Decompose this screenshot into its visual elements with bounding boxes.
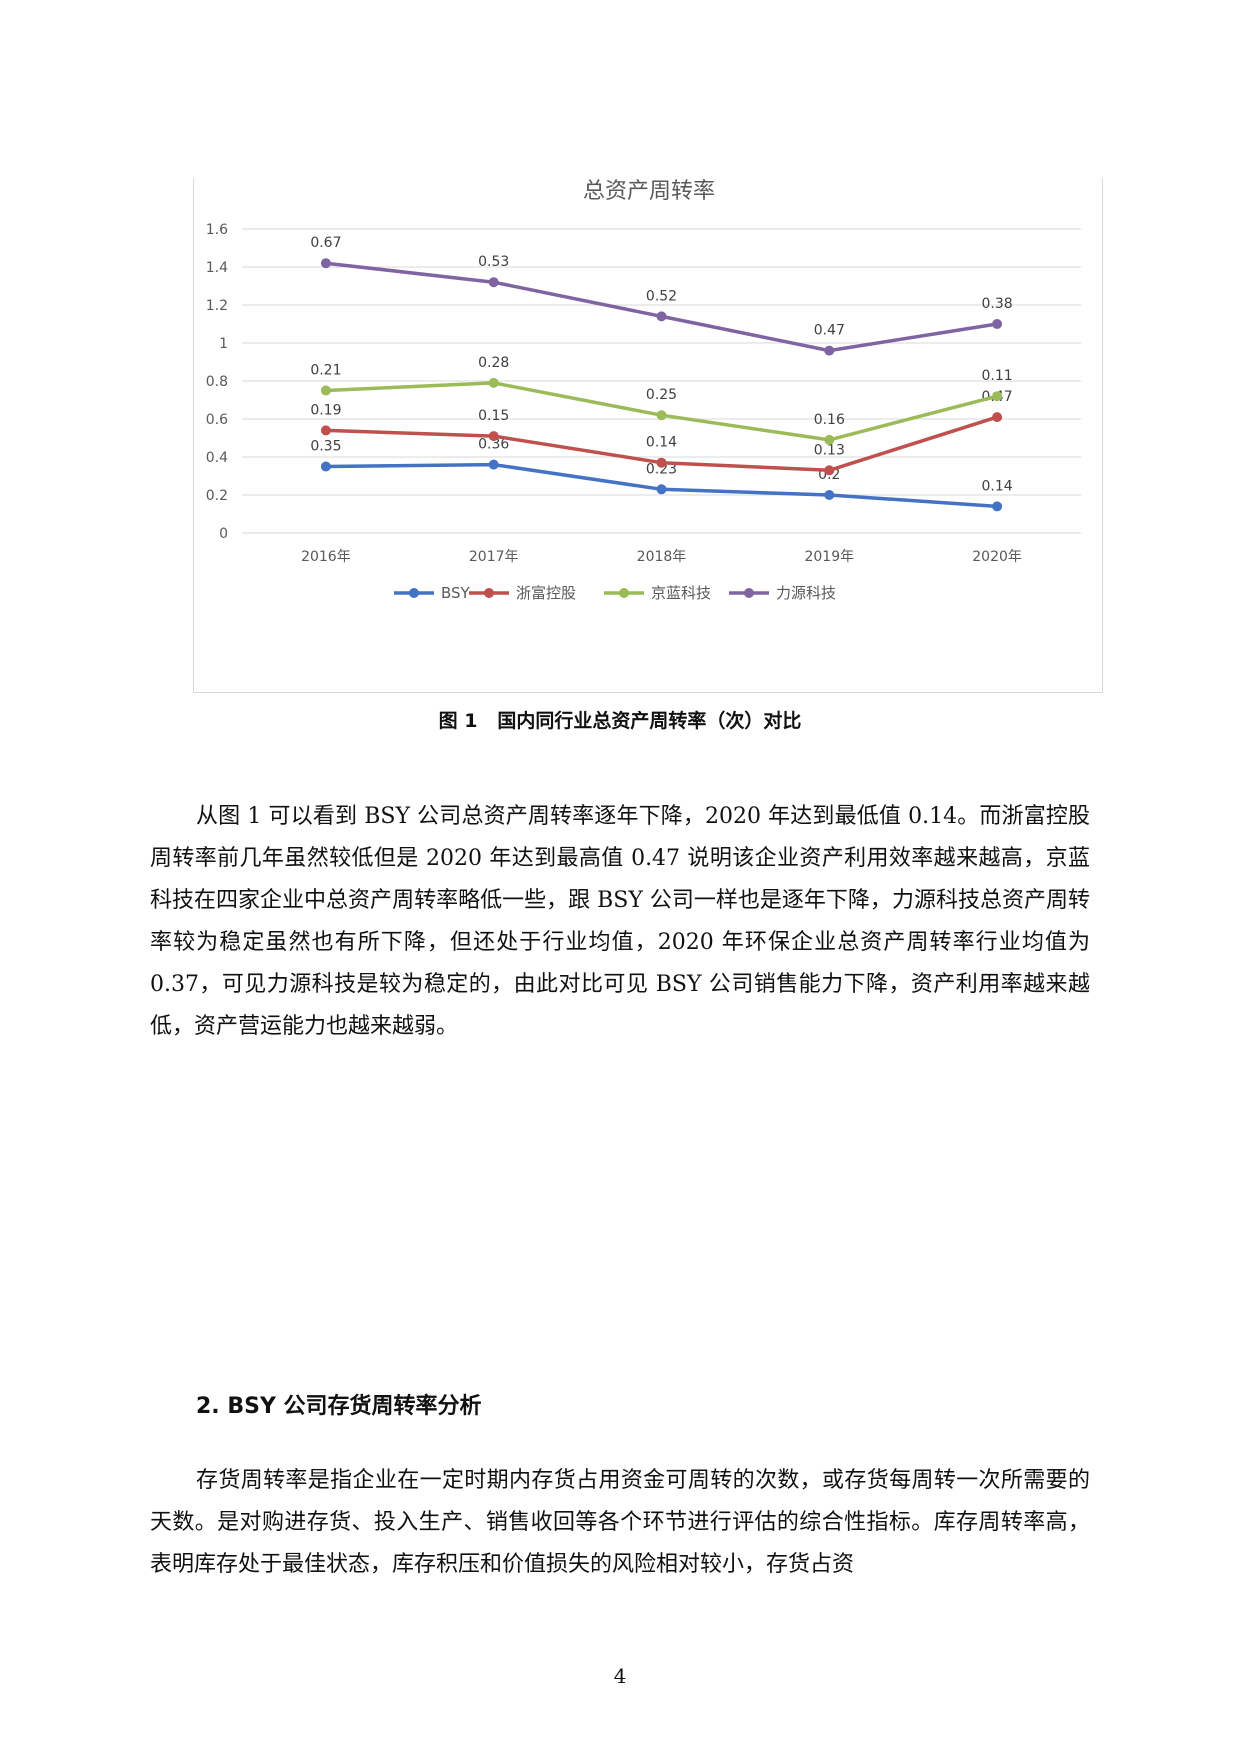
legend-marker xyxy=(619,588,629,598)
data-point xyxy=(656,484,667,495)
data-label: 0.38 xyxy=(982,296,1013,312)
data-label: 0.36 xyxy=(478,437,509,453)
data-point xyxy=(488,459,499,470)
body-paragraph-2: 存货周转率是指企业在一定时期内存货占用资金可周转的次数，或存货每周转一次所需要的… xyxy=(150,1468,1090,1577)
legend-marker xyxy=(484,588,494,598)
page-number: 4 xyxy=(613,1664,627,1688)
chart-container: 总资产周转率 0 0.2 0.4 0.6 0.8 1 1.2 1.4 1.6 2016年 2017年 2… xyxy=(193,178,1103,693)
y-tick-label: 1.2 xyxy=(206,298,228,314)
y-tick-label: 0.4 xyxy=(206,450,228,466)
data-label: 0.47 xyxy=(814,323,845,339)
data-point xyxy=(824,490,835,500)
data-point xyxy=(320,385,331,396)
section-heading: 2. BSY 公司存货周转率分析 xyxy=(196,1394,482,1419)
y-tick-label: 0.6 xyxy=(206,412,228,428)
data-label: 0.28 xyxy=(478,355,509,371)
legend-label: 力源科技 xyxy=(776,584,836,602)
data-label: 0.35 xyxy=(310,439,341,455)
data-point xyxy=(992,391,1003,402)
y-tick-label: 1.4 xyxy=(206,260,228,276)
data-point xyxy=(320,258,331,269)
data-label: 0.25 xyxy=(646,387,677,403)
data-point xyxy=(488,277,499,288)
data-label: 0.23 xyxy=(646,461,677,477)
data-point xyxy=(992,412,1003,423)
x-tick-label: 2017年 xyxy=(469,549,519,565)
data-label: 0.11 xyxy=(982,368,1013,384)
data-point xyxy=(320,461,331,472)
x-tick-label: 2018年 xyxy=(637,549,687,565)
data-point xyxy=(992,501,1003,512)
data-label: 0.14 xyxy=(646,435,677,451)
x-tick-label: 2020年 xyxy=(972,549,1022,565)
legend-marker xyxy=(744,588,754,598)
data-point xyxy=(488,377,499,388)
data-label: 0.21 xyxy=(310,363,341,379)
data-label: 0.14 xyxy=(982,478,1013,494)
data-point xyxy=(656,410,667,421)
y-tick-label: 1.6 xyxy=(206,222,228,238)
data-point xyxy=(824,434,835,445)
data-label: 0.19 xyxy=(310,402,341,418)
y-tick-label: 1 xyxy=(219,336,228,352)
figure-caption: 图 1 国内同行业总资产周转率（次）对比 xyxy=(438,710,802,732)
data-point xyxy=(656,457,667,468)
data-label: 0.16 xyxy=(814,412,845,428)
data-label: 0.15 xyxy=(478,408,509,424)
legend-marker xyxy=(409,588,419,598)
legend-label: BSY xyxy=(441,584,471,602)
y-tick-label: 0.2 xyxy=(206,488,228,504)
data-point xyxy=(320,425,331,436)
turnover-line-chart: 总资产周转率 0 0.2 0.4 0.6 0.8 1 1.2 1.4 1.6 2016年 2017年 2… xyxy=(206,179,1081,602)
data-point xyxy=(992,319,1003,329)
y-tick-label: 0 xyxy=(219,526,228,542)
data-label: 0.53 xyxy=(478,254,509,270)
data-point xyxy=(824,465,835,476)
data-point xyxy=(656,311,667,322)
y-tick-label: 0.8 xyxy=(206,374,228,390)
data-label: 0.52 xyxy=(646,288,677,304)
data-label: 0.13 xyxy=(814,442,845,458)
series-line xyxy=(325,261,998,353)
chart-title: 总资产周转率 xyxy=(583,179,715,204)
legend-label: 京蓝科技 xyxy=(651,584,711,602)
data-point xyxy=(488,431,499,442)
x-tick-label: 2019年 xyxy=(804,549,854,565)
data-label: 0.67 xyxy=(310,235,341,251)
legend-label: 浙富控股 xyxy=(516,584,576,602)
data-point xyxy=(824,345,835,356)
x-tick-label: 2016年 xyxy=(301,549,351,565)
body-paragraph-1: 从图 1 可以看到 BSY 公司总资产周转率逐年下降，2020 年达到最低值 0… xyxy=(150,804,1090,1039)
